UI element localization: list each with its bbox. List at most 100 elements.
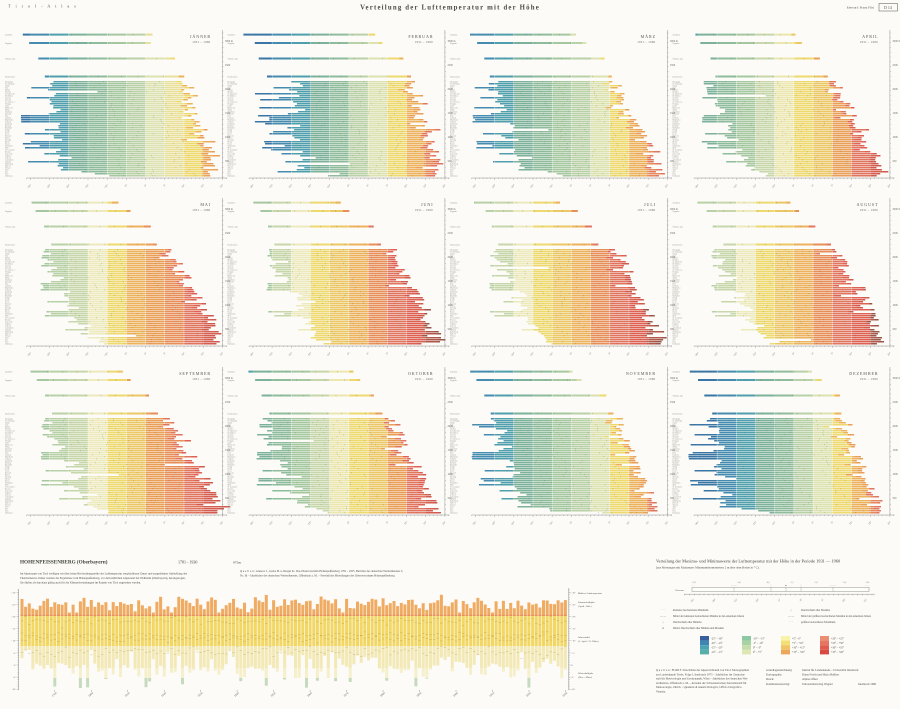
svg-text:1800: 1800	[88, 691, 95, 697]
svg-text:(aus Messungen mit Maximum- Mi: (aus Messungen mit Maximum- Minimumtherm…	[656, 566, 760, 570]
svg-text:+10°: +10°	[571, 640, 576, 643]
svg-text:Mittel der größten beobachtete: Mittel der größten beobachteten Maxima i…	[801, 615, 872, 618]
svg-text:Druck:: Druck:	[766, 677, 774, 681]
svg-text:1931 – 1960: 1931 – 1960	[415, 377, 433, 381]
svg-text:+20°: +20°	[11, 616, 16, 619]
svg-text:1860: 1860	[307, 691, 314, 697]
svg-text:+11,4: +11,4	[842, 582, 846, 584]
svg-text:Alpina Offset: Alpina Offset	[802, 677, 818, 681]
svg-text:+15° – +20°: +15° – +20°	[792, 651, 805, 654]
svg-text:1810: 1810	[124, 691, 131, 697]
svg-text:· · ·: · · ·	[661, 609, 665, 612]
svg-text:-5°: -5°	[13, 676, 16, 679]
svg-text:Mittel: Durchschnitt aller Min: Mittel: Durchschnitt aller Minima und Ma…	[673, 627, 725, 630]
svg-text:Entwurf: Franz Fliri: Entwurf: Franz Fliri	[847, 6, 874, 10]
svg-text:DEZEMBER: DEZEMBER	[849, 371, 878, 376]
svg-text:+5°: +5°	[12, 652, 16, 655]
svg-text:1880: 1880	[380, 691, 387, 697]
svg-text:1931 – 1960: 1931 – 1960	[637, 40, 655, 44]
svg-text:AUGUST: AUGUST	[856, 202, 878, 207]
svg-text:Kartographie:: Kartographie:	[766, 673, 782, 677]
svg-text:+15,8: +15,8	[865, 582, 869, 584]
svg-text:größtes beobachtetes Maximum: größtes beobachtetes Maximum	[801, 621, 836, 624]
svg-text:+35° – +40°: +35° – +40°	[831, 651, 844, 654]
svg-text:JÄNNER: JÄNNER	[190, 34, 211, 39]
svg-text:1931 – 1960: 1931 – 1960	[415, 208, 433, 212]
svg-text:— —: — —	[787, 615, 794, 618]
svg-text:Thermometers. Daher wurden die: Thermometers. Daher wurden die Ergebniss…	[20, 576, 186, 580]
svg-text:· · ·: · · ·	[865, 584, 869, 587]
svg-text:1820: 1820	[161, 691, 168, 697]
svg-text:Jahresmittel: Jahresmittel	[578, 636, 590, 639]
svg-text:-10°: -10°	[755, 598, 760, 603]
svg-text:zur Landeskunde Tirols, Folge: zur Landeskunde Tirols, Folge I, Innsbru…	[656, 672, 745, 676]
svg-text:JULI: JULI	[644, 202, 656, 207]
svg-text:— —: — —	[730, 584, 737, 587]
svg-text:stalt für Meteorologie und Geo: stalt für Meteorologie und Geodynamik, W…	[656, 677, 748, 681]
svg-text:Venezia.: Venezia.	[656, 690, 666, 694]
svg-text:Mittel der kleinsten beobachte: Mittel der kleinsten beobachteten Minima…	[673, 615, 745, 618]
svg-text:-25° – -30°: -25° – -30°	[711, 637, 723, 640]
svg-text:-10°: -10°	[571, 688, 575, 691]
svg-text:-14,1: -14,1	[737, 582, 741, 584]
svg-text:-20° – -25°: -20° – -25°	[711, 642, 723, 645]
svg-text:(April - Okt.): (April - Okt.)	[578, 605, 592, 608]
svg-text:+15°: +15°	[571, 628, 576, 631]
svg-text:●: ●	[785, 584, 787, 587]
svg-text:Grundlagenzeichnung:: Grundlagenzeichnung:	[766, 668, 793, 672]
svg-text:+6,0: +6,0	[814, 582, 817, 584]
svg-text:MÄRZ: MÄRZ	[641, 34, 656, 39]
svg-text:1850: 1850	[270, 691, 277, 697]
svg-text:APRIL: APRIL	[862, 34, 878, 39]
svg-text:FEBRUAR: FEBRUAR	[408, 34, 433, 39]
svg-text:-5°: -5°	[777, 598, 781, 602]
svg-text:1920: 1920	[525, 691, 532, 697]
svg-text:(Nov. - März): (Nov. - März)	[578, 676, 592, 679]
svg-text:+5° – +10°: +5° – +10°	[792, 642, 804, 645]
svg-text:+15°: +15°	[11, 628, 16, 631]
svg-text:0°: 0°	[571, 664, 573, 667]
svg-text:1930: 1930	[562, 691, 569, 697]
svg-text:· · ·: · · ·	[789, 621, 793, 624]
svg-text:0° – +5°: 0° – +5°	[753, 651, 762, 654]
svg-text:Durchschnitt aller Minima: Durchschnitt aller Minima	[673, 621, 702, 624]
svg-text:NOVEMBER: NOVEMBER	[626, 371, 656, 376]
svg-text:10°: 10°	[842, 598, 847, 603]
svg-text:+5° – 0°: +5° – 0°	[792, 637, 801, 640]
svg-text:Verteilung der Lufttemperatur: Verteilung der Lufttemperatur mit der Hö…	[360, 5, 540, 12]
svg-text:-5° – -10°: -5° – -10°	[753, 642, 763, 645]
svg-text:+30°: +30°	[11, 591, 16, 594]
svg-text:1931 – 1960: 1931 – 1960	[860, 377, 878, 381]
svg-text:Durchschnitt aller Maxima: Durchschnitt aller Maxima	[801, 609, 831, 612]
svg-text:Q u e l l e n : Grunow J., Gr: Q u e l l e n : Grunow J., Grebe H. u. R…	[240, 569, 403, 573]
svg-text:-20°: -20°	[711, 598, 716, 603]
svg-text:+5°: +5°	[571, 652, 575, 655]
svg-text:-5°: -5°	[571, 676, 574, 679]
svg-text:1900: 1900	[453, 691, 460, 697]
svg-text:1931 – 1960: 1931 – 1960	[637, 208, 655, 212]
svg-text:1840: 1840	[234, 691, 241, 697]
svg-text:|: |	[791, 609, 792, 612]
svg-text:T i r o l - A t l a s: T i r o l - A t l a s	[8, 4, 78, 9]
svg-text:1931 – 1960: 1931 – 1960	[192, 377, 210, 381]
svg-text:— —: — —	[829, 584, 836, 587]
svg-text:Kommissionsverlag:: Kommissionsverlag:	[766, 682, 790, 686]
svg-text:Institut für Landeskunde – U: Institut für Landeskunde – Universität I…	[802, 668, 859, 672]
svg-text:Innsbruck 1980: Innsbruck 1980	[858, 682, 877, 686]
svg-text:HOHENPEISSENBERG (Oberbayern): HOHENPEISSENBERG (Oberbayern)	[20, 559, 108, 566]
svg-text:Mittlere Lufttemperatur: Mittlere Lufttemperatur	[578, 592, 602, 595]
svg-text:-8,6: -8,6	[767, 582, 770, 584]
svg-text:Klaus Frisch und Maria Haffner: Klaus Frisch und Maria Haffner	[802, 673, 839, 677]
svg-text:5°: 5°	[821, 598, 825, 602]
svg-text:kleinstes beobachtetes Minimum: kleinstes beobachtetes Minimum	[673, 609, 709, 612]
svg-text:terdienstes, Offenbach a. M.: terdienstes, Offenbach a. M. – Annalen d…	[656, 681, 747, 685]
svg-text:+30°: +30°	[571, 591, 576, 594]
svg-text:975m: 975m	[233, 561, 241, 565]
svg-text:0° – -5°: 0° – -5°	[753, 647, 761, 650]
svg-text:(1. April - 31. März): (1. April - 31. März)	[578, 640, 599, 643]
svg-text:Nr. 36 – Jahrbücher des deut: Nr. 36 – Jahrbücher des deutschen Wetter…	[240, 574, 395, 578]
svg-text:Winterhalbjahr: Winterhalbjahr	[578, 672, 593, 675]
svg-text:— —: — —	[659, 615, 666, 618]
svg-text:1910: 1910	[489, 691, 496, 697]
svg-text:SEPTEMBER: SEPTEMBER	[179, 371, 211, 376]
